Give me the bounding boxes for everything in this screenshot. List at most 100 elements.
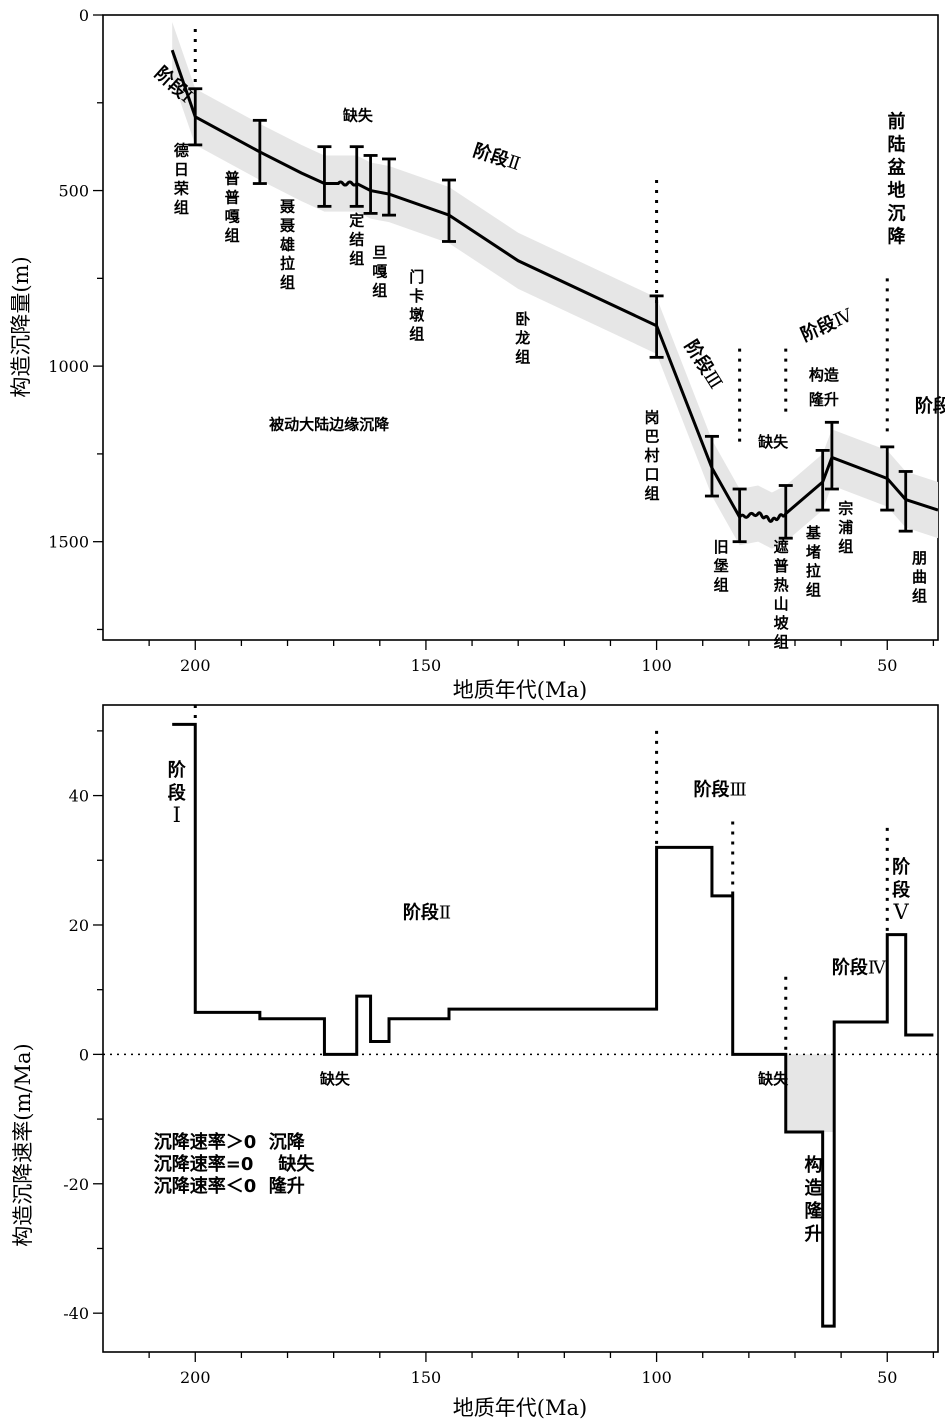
top-formation-label-3: 定结组: [349, 212, 364, 268]
svg-text:结: 结: [349, 231, 364, 249]
top-error-bar-6: [441, 178, 456, 243]
svg-text:嘎: 嘎: [225, 208, 240, 226]
bottom-annotation-2: 阶段Ⅳ: [832, 957, 887, 979]
svg-text:墩: 墩: [409, 306, 425, 324]
top-error-bar-14: [898, 470, 913, 533]
top-curve-path: [170, 49, 939, 523]
top-error-bar-5: [382, 157, 397, 217]
svg-text:段: 段: [892, 879, 911, 901]
top-error-bars: [188, 87, 913, 544]
svg-text:阶: 阶: [892, 856, 911, 878]
svg-text:组: 组: [174, 198, 189, 216]
top-ytick-label-500: 500: [58, 182, 89, 201]
svg-text:村: 村: [644, 446, 659, 464]
svg-text:组: 组: [806, 581, 821, 599]
bottom-legend-line-0: 沉降速率＞0 沉降: [154, 1131, 306, 1153]
bottom-y-axis: -40 -20 0 20 40: [63, 730, 103, 1323]
bottom-annotation-4: 缺失: [757, 1070, 789, 1088]
svg-text:组: 组: [774, 633, 789, 651]
svg-text:龙: 龙: [514, 329, 530, 347]
bottom-ytick-label--40: -40: [63, 1304, 89, 1323]
svg-text:定: 定: [349, 212, 364, 230]
svg-text:旦: 旦: [372, 243, 387, 261]
bottom-xtick-label-50: 50: [877, 1368, 897, 1387]
bottom-stack-label-0: 阶段Ⅰ: [168, 759, 187, 827]
svg-text:堵: 堵: [806, 543, 821, 561]
bottom-annotation-0: 阶段Ⅱ: [403, 902, 451, 924]
svg-text:组: 组: [912, 587, 927, 605]
top-annotation-4: 阶段Ⅴ: [915, 395, 945, 417]
top-annotation-8: 构造: [809, 366, 839, 384]
top-formation-label-6: 卧龙组: [514, 310, 530, 366]
top-error-bar-2: [317, 145, 332, 208]
svg-text:组: 组: [838, 538, 853, 556]
top-annotation-3: 阶段Ⅳ: [797, 304, 856, 346]
top-band-area: [172, 22, 938, 549]
svg-text:德: 德: [174, 141, 189, 159]
bottom-chart-frame: [102, 704, 939, 1353]
bottom-ytick-label-40: 40: [69, 787, 89, 806]
svg-text:组: 组: [280, 274, 295, 292]
top-error-bar-12: [824, 420, 839, 491]
svg-text:组: 组: [372, 281, 387, 299]
svg-text:嘎: 嘎: [372, 262, 387, 280]
top-ytick-label-1500: 1500: [48, 533, 89, 552]
top-x-axis-label: 地质年代(Ma): [453, 678, 587, 702]
top-ytick-label-0: 0: [79, 6, 89, 25]
svg-text:Ⅰ: Ⅰ: [173, 803, 181, 827]
svg-text:前: 前: [887, 110, 905, 132]
svg-text:遮: 遮: [774, 538, 789, 556]
bottom-xtick-label-200: 200: [180, 1368, 211, 1387]
svg-text:雄: 雄: [279, 236, 295, 254]
svg-text:普: 普: [225, 170, 240, 188]
top-annotation-6: 缺失: [757, 433, 789, 451]
bottom-ytick-label--20: -20: [63, 1175, 89, 1194]
top-dotted-markers: [193, 29, 889, 447]
svg-text:组: 组: [644, 484, 659, 502]
bottom-stack-label-1: 阶段Ⅴ: [892, 856, 911, 924]
svg-text:升: 升: [804, 1224, 822, 1245]
bottom-rate-curve: [172, 722, 934, 1328]
svg-text:普: 普: [774, 557, 789, 575]
top-subsidence-curve: [170, 49, 939, 523]
svg-text:热: 热: [774, 576, 789, 594]
svg-text:降: 降: [887, 225, 906, 247]
top-y-axis: 0 500 1000 1500: [48, 6, 103, 631]
svg-text:造: 造: [804, 1177, 822, 1199]
top-uncertainty-band: [172, 22, 938, 549]
bottom-x-axis: 200 150 100 50: [148, 1352, 935, 1387]
top-ytick-label-1000: 1000: [48, 357, 89, 376]
svg-text:聂: 聂: [279, 198, 296, 216]
bottom-annotation-1: 阶段Ⅲ: [693, 779, 746, 801]
bottom-curve-path: [172, 722, 934, 1328]
top-error-bar-4: [363, 154, 378, 215]
top-xtick-label-50: 50: [877, 656, 897, 675]
bottom-legend-line-1: 沉降速率=0 缺失: [154, 1153, 316, 1175]
top-formation-label-8: 旧堡组: [714, 538, 729, 594]
svg-text:堡: 堡: [714, 557, 729, 575]
bottom-x-axis-label: 地质年代(Ma): [453, 1396, 587, 1420]
bottom-annotation-3: 缺失: [319, 1070, 351, 1088]
top-xtick-label-150: 150: [411, 656, 442, 675]
svg-text:构: 构: [804, 1154, 822, 1176]
bottom-dotted-markers: [193, 705, 889, 1055]
svg-text:荣: 荣: [173, 179, 190, 197]
bottom-ytick-label-0: 0: [79, 1045, 89, 1064]
svg-text:阶: 阶: [168, 759, 187, 781]
svg-text:口: 口: [644, 465, 659, 483]
svg-text:卧: 卧: [515, 310, 530, 328]
svg-text:门: 门: [409, 268, 424, 286]
svg-text:沉: 沉: [887, 203, 905, 224]
svg-text:朋: 朋: [912, 549, 927, 567]
svg-text:曲: 曲: [912, 568, 927, 586]
svg-text:组: 组: [225, 227, 240, 245]
